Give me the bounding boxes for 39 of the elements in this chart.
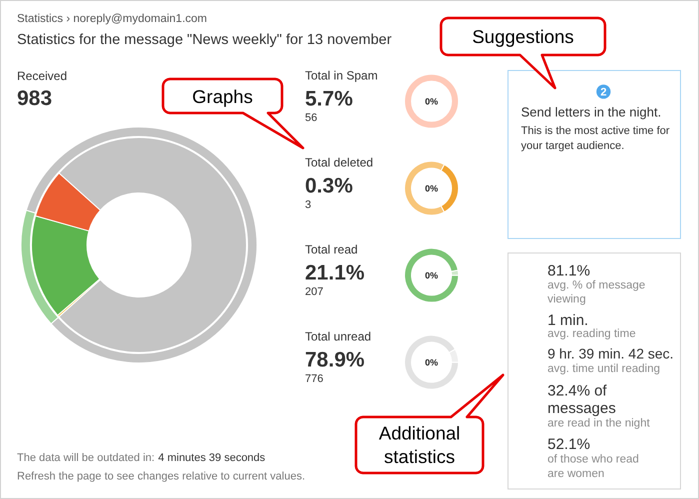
text: avg. % of message viewing (548, 280, 646, 306)
text: 0% (424, 357, 438, 368)
text: Received (17, 68, 68, 83)
text: 0% (424, 270, 438, 280)
chart-title: Total deleted (305, 155, 374, 170)
text: avg. reading time (548, 328, 636, 340)
text: 0% (424, 96, 438, 106)
text: 2 (600, 86, 607, 98)
text: Send letters in the night. (521, 104, 662, 120)
text: 81.1% (548, 262, 590, 280)
text: 78.9% (305, 348, 365, 372)
text: are read in the night (548, 417, 651, 430)
text: 776 (305, 372, 324, 385)
text: Statistics › noreply@mydomain1.com (17, 12, 207, 25)
chart-title: Total unread (305, 329, 372, 344)
text: 5.7% (305, 88, 354, 110)
chart-title: Total in Spam (305, 68, 378, 82)
chart-title: Statistics for the message "News weekly" for 13 november (17, 32, 392, 48)
text: avg. time until reading (548, 362, 660, 375)
text: Refresh the page to see changes relative to current values. (17, 470, 306, 482)
text: The data will be outdated in: (17, 452, 155, 464)
text: 9 hr. 39 min. 42 sec. (548, 345, 674, 362)
chart-title: Total read (305, 242, 358, 256)
text: 3 (305, 198, 312, 211)
text: 0% (424, 183, 438, 194)
text: 52.1% (548, 436, 590, 453)
text: 207 (305, 286, 324, 298)
text: 21.1% (305, 262, 365, 284)
text: 983 (17, 87, 52, 110)
text: 32.4% of messages (548, 382, 616, 418)
text: Graphs (192, 86, 253, 107)
text: 56 (305, 112, 318, 124)
text: 0.3% (305, 174, 354, 198)
text: 1 min. (548, 312, 588, 329)
text: Additional statistics (378, 422, 460, 467)
text: Suggestions (472, 26, 574, 47)
text: of those who read are women (548, 454, 639, 480)
text: This is the most active time for your target audience. (521, 124, 670, 152)
text: 4 minutes 39 seconds (158, 452, 266, 464)
